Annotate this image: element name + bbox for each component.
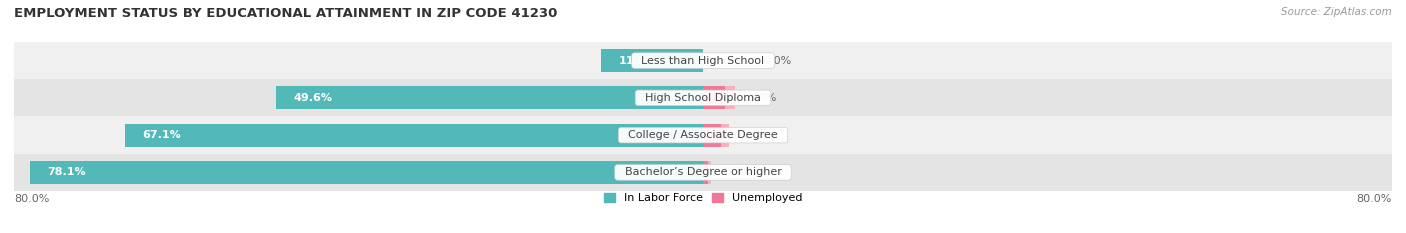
- Bar: [14, 79, 1392, 116]
- Text: High School Diploma: High School Diploma: [638, 93, 768, 103]
- Bar: [703, 86, 725, 110]
- Text: 3.7%: 3.7%: [748, 93, 776, 103]
- Bar: [14, 116, 1392, 154]
- Bar: [703, 123, 721, 147]
- Text: 0.0%: 0.0%: [763, 56, 792, 65]
- Text: 80.0%: 80.0%: [14, 194, 49, 204]
- Text: 78.1%: 78.1%: [48, 168, 86, 177]
- Text: 80.0%: 80.0%: [1357, 194, 1392, 204]
- Legend: In Labor Force, Unemployed: In Labor Force, Unemployed: [599, 188, 807, 208]
- Text: 49.6%: 49.6%: [292, 93, 332, 103]
- Text: EMPLOYMENT STATUS BY EDUCATIONAL ATTAINMENT IN ZIP CODE 41230: EMPLOYMENT STATUS BY EDUCATIONAL ATTAINM…: [14, 7, 557, 20]
- Text: 67.1%: 67.1%: [142, 130, 181, 140]
- Text: Bachelor’s Degree or higher: Bachelor’s Degree or higher: [617, 168, 789, 177]
- Bar: [703, 161, 709, 184]
- Bar: [14, 42, 1392, 79]
- Bar: [703, 123, 728, 147]
- Bar: [703, 161, 711, 184]
- Text: 3.0%: 3.0%: [742, 130, 770, 140]
- Text: College / Associate Degree: College / Associate Degree: [621, 130, 785, 140]
- Text: 0.9%: 0.9%: [724, 168, 752, 177]
- Text: 11.8%: 11.8%: [619, 56, 657, 65]
- Text: Less than High School: Less than High School: [634, 56, 772, 65]
- Bar: [14, 154, 1392, 191]
- Bar: [31, 161, 703, 184]
- Bar: [276, 86, 703, 110]
- Text: Source: ZipAtlas.com: Source: ZipAtlas.com: [1281, 7, 1392, 17]
- Bar: [703, 86, 735, 110]
- Bar: [602, 49, 703, 72]
- Bar: [125, 123, 703, 147]
